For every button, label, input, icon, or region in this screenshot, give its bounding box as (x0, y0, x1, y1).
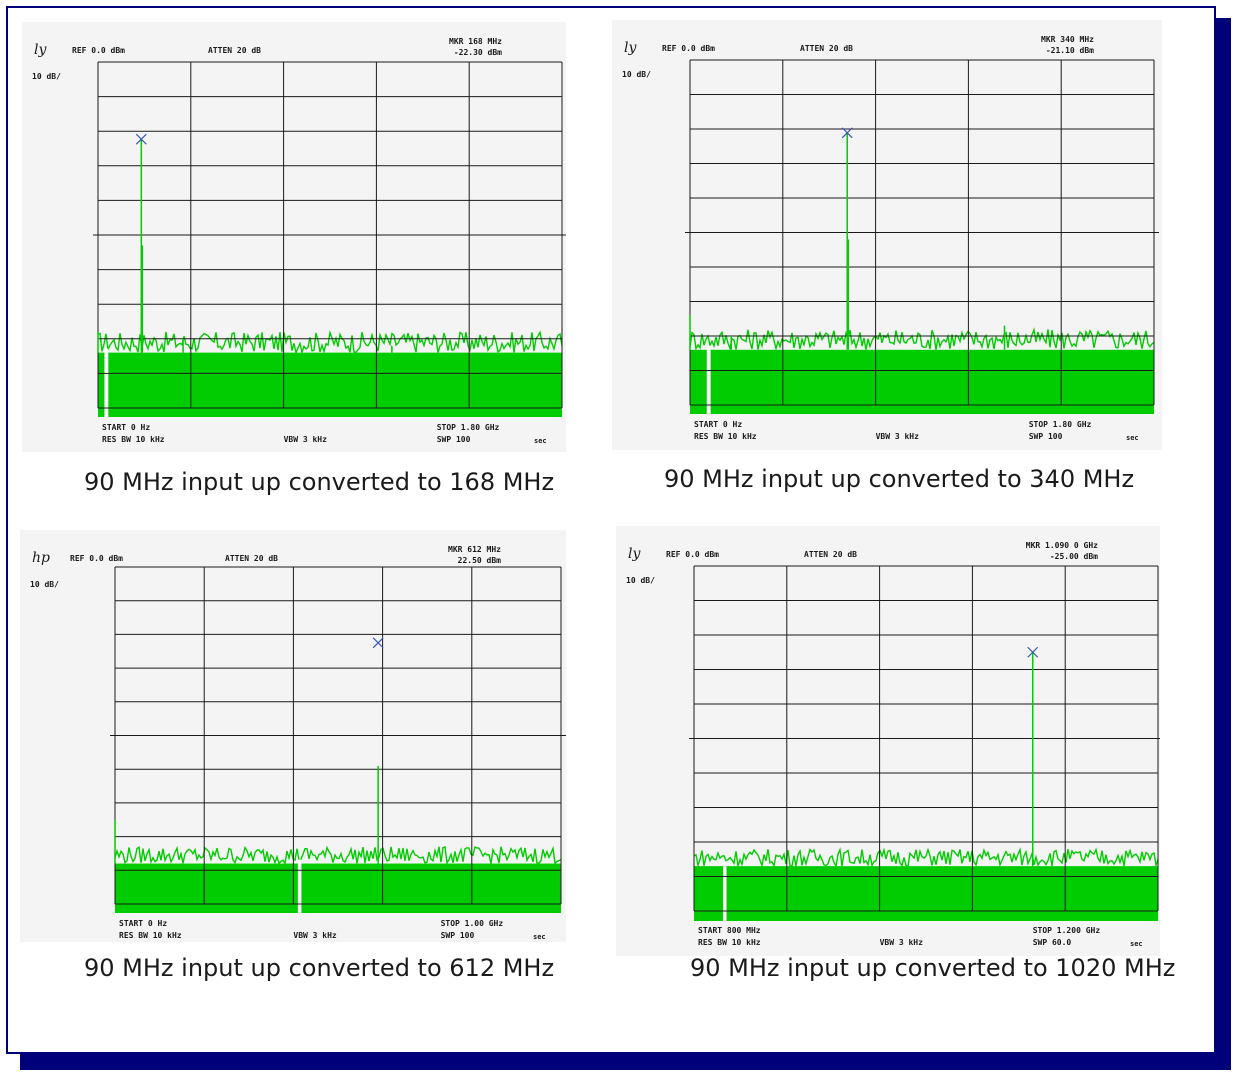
start-freq-label: START 0 Hz (694, 420, 742, 429)
ref-level-label: REF 0.0 dBm (666, 550, 719, 559)
stop-freq-label: STOP 1.80 GHz (437, 423, 500, 432)
noise-trace (693, 846, 1159, 869)
ref-level-label: REF 0.0 dBm (70, 554, 123, 563)
ref-level-label: REF 0.0 dBm (662, 44, 715, 53)
marker-freq-label: MKR 1.090 0 GHz (1026, 541, 1098, 550)
rbw-label: RES BW 10 kHz (102, 435, 165, 444)
sweep-time-label: SWP 60.0 (1033, 938, 1072, 947)
sweep-time-label: SWP 100 (441, 931, 475, 940)
start-freq-label: START 800 MHz (698, 926, 761, 935)
trace-gap-0 (104, 348, 109, 417)
instrument-logo: ly (624, 40, 637, 56)
trace-gap-0 (723, 862, 727, 921)
marker-level-label: 22.50 dBm (458, 556, 502, 565)
spectrum-chart-340mhz: ly REF 0.0 dBm ATTEN 20 dB 10 dB/MKR 340 MH… (612, 20, 1162, 450)
noise-trace (97, 329, 563, 355)
marker-level-label: -21.10 dBm (1046, 46, 1094, 55)
sweep-unit-label: sec (1130, 940, 1143, 948)
vbw-label: VBW 3 kHz (876, 432, 920, 441)
sweep-unit-label: sec (533, 933, 546, 941)
scale-label: 10 dB/ (30, 580, 59, 589)
vbw-label: VBW 3 kHz (284, 435, 328, 444)
marker-level-label: -22.30 dBm (454, 48, 502, 57)
scale-label: 10 dB/ (32, 72, 61, 81)
vbw-label: VBW 3 kHz (293, 931, 337, 940)
rbw-label: RES BW 10 kHz (694, 432, 757, 441)
start-freq-label: START 0 Hz (119, 919, 167, 928)
noise-floor-band (690, 349, 1154, 414)
marker-freq-label: MKR 612 MHz (448, 545, 501, 554)
marker-freq-label: MKR 340 MHz (1041, 35, 1094, 44)
sweep-time-label: SWP 100 (1029, 432, 1063, 441)
noise-floor-band (694, 866, 1158, 921)
sweep-unit-label: sec (1126, 434, 1139, 442)
page-frame: ly REF 0.0 dBm ATTEN 20 dB 10 dB/MKR 168 MH… (6, 6, 1216, 1054)
stop-freq-label: STOP 1.200 GHz (1033, 926, 1101, 935)
caption-168mhz: 90 MHz input up converted to 168 MHz (84, 468, 555, 496)
trace-gap-0 (297, 859, 302, 913)
caption-612mhz: 90 MHz input up converted to 612 MHz (84, 954, 555, 982)
atten-label: ATTEN 20 dB (804, 550, 857, 559)
marker-x-icon (1027, 646, 1039, 658)
noise-floor-band (115, 863, 561, 913)
noise-trace (689, 327, 1155, 352)
vbw-label: VBW 3 kHz (880, 938, 924, 947)
marker-x-icon (372, 637, 384, 649)
start-freq-label: START 0 Hz (102, 423, 150, 432)
ref-level-label: REF 0.0 dBm (72, 46, 125, 55)
trace-gap-0 (706, 345, 711, 414)
spectrum-panel-168mhz: ly REF 0.0 dBm ATTEN 20 dB 10 dB/MKR 168 MH… (22, 22, 566, 452)
stop-freq-label: STOP 1.00 GHz (441, 919, 504, 928)
spectrum-panel-612mhz: hp REF 0.0 dBm ATTEN 20 dB 10 dB/MKR 612 MH… (20, 530, 566, 942)
stop-freq-label: STOP 1.80 GHz (1029, 420, 1092, 429)
spectrum-panel-340mhz: ly REF 0.0 dBm ATTEN 20 dB 10 dB/MKR 340 MH… (612, 20, 1162, 450)
scale-label: 10 dB/ (626, 576, 655, 585)
spectrum-panel-1020mhz: ly REF 0.0 dBm ATTEN 20 dB 10 dB/MKR 1.090 … (616, 526, 1160, 956)
marker-x-icon (841, 127, 853, 139)
caption-340mhz: 90 MHz input up converted to 340 MHz (664, 465, 1135, 493)
spectrum-chart-1020mhz: ly REF 0.0 dBm ATTEN 20 dB 10 dB/MKR 1.090 … (616, 526, 1160, 956)
sweep-unit-label: sec (534, 437, 547, 445)
sweep-time-label: SWP 100 (437, 435, 471, 444)
instrument-logo: hp (32, 550, 50, 566)
atten-label: ATTEN 20 dB (225, 554, 278, 563)
marker-freq-label: MKR 168 MHz (449, 37, 502, 46)
rbw-label: RES BW 10 kHz (119, 931, 182, 940)
noise-trace (114, 845, 562, 866)
spectrum-chart-168mhz: ly REF 0.0 dBm ATTEN 20 dB 10 dB/MKR 168 MH… (22, 22, 566, 452)
noise-floor-band (98, 352, 562, 417)
rbw-label: RES BW 10 kHz (698, 938, 761, 947)
marker-x-icon (135, 133, 147, 145)
instrument-logo: ly (628, 546, 641, 562)
caption-1020mhz: 90 MHz input up converted to 1020 MHz (690, 954, 1176, 982)
atten-label: ATTEN 20 dB (208, 46, 261, 55)
scale-label: 10 dB/ (622, 70, 651, 79)
instrument-logo: ly (34, 42, 47, 58)
spectrum-chart-612mhz: hp REF 0.0 dBm ATTEN 20 dB 10 dB/MKR 612 MH… (20, 530, 566, 942)
marker-level-label: -25.00 dBm (1050, 552, 1098, 561)
atten-label: ATTEN 20 dB (800, 44, 853, 53)
